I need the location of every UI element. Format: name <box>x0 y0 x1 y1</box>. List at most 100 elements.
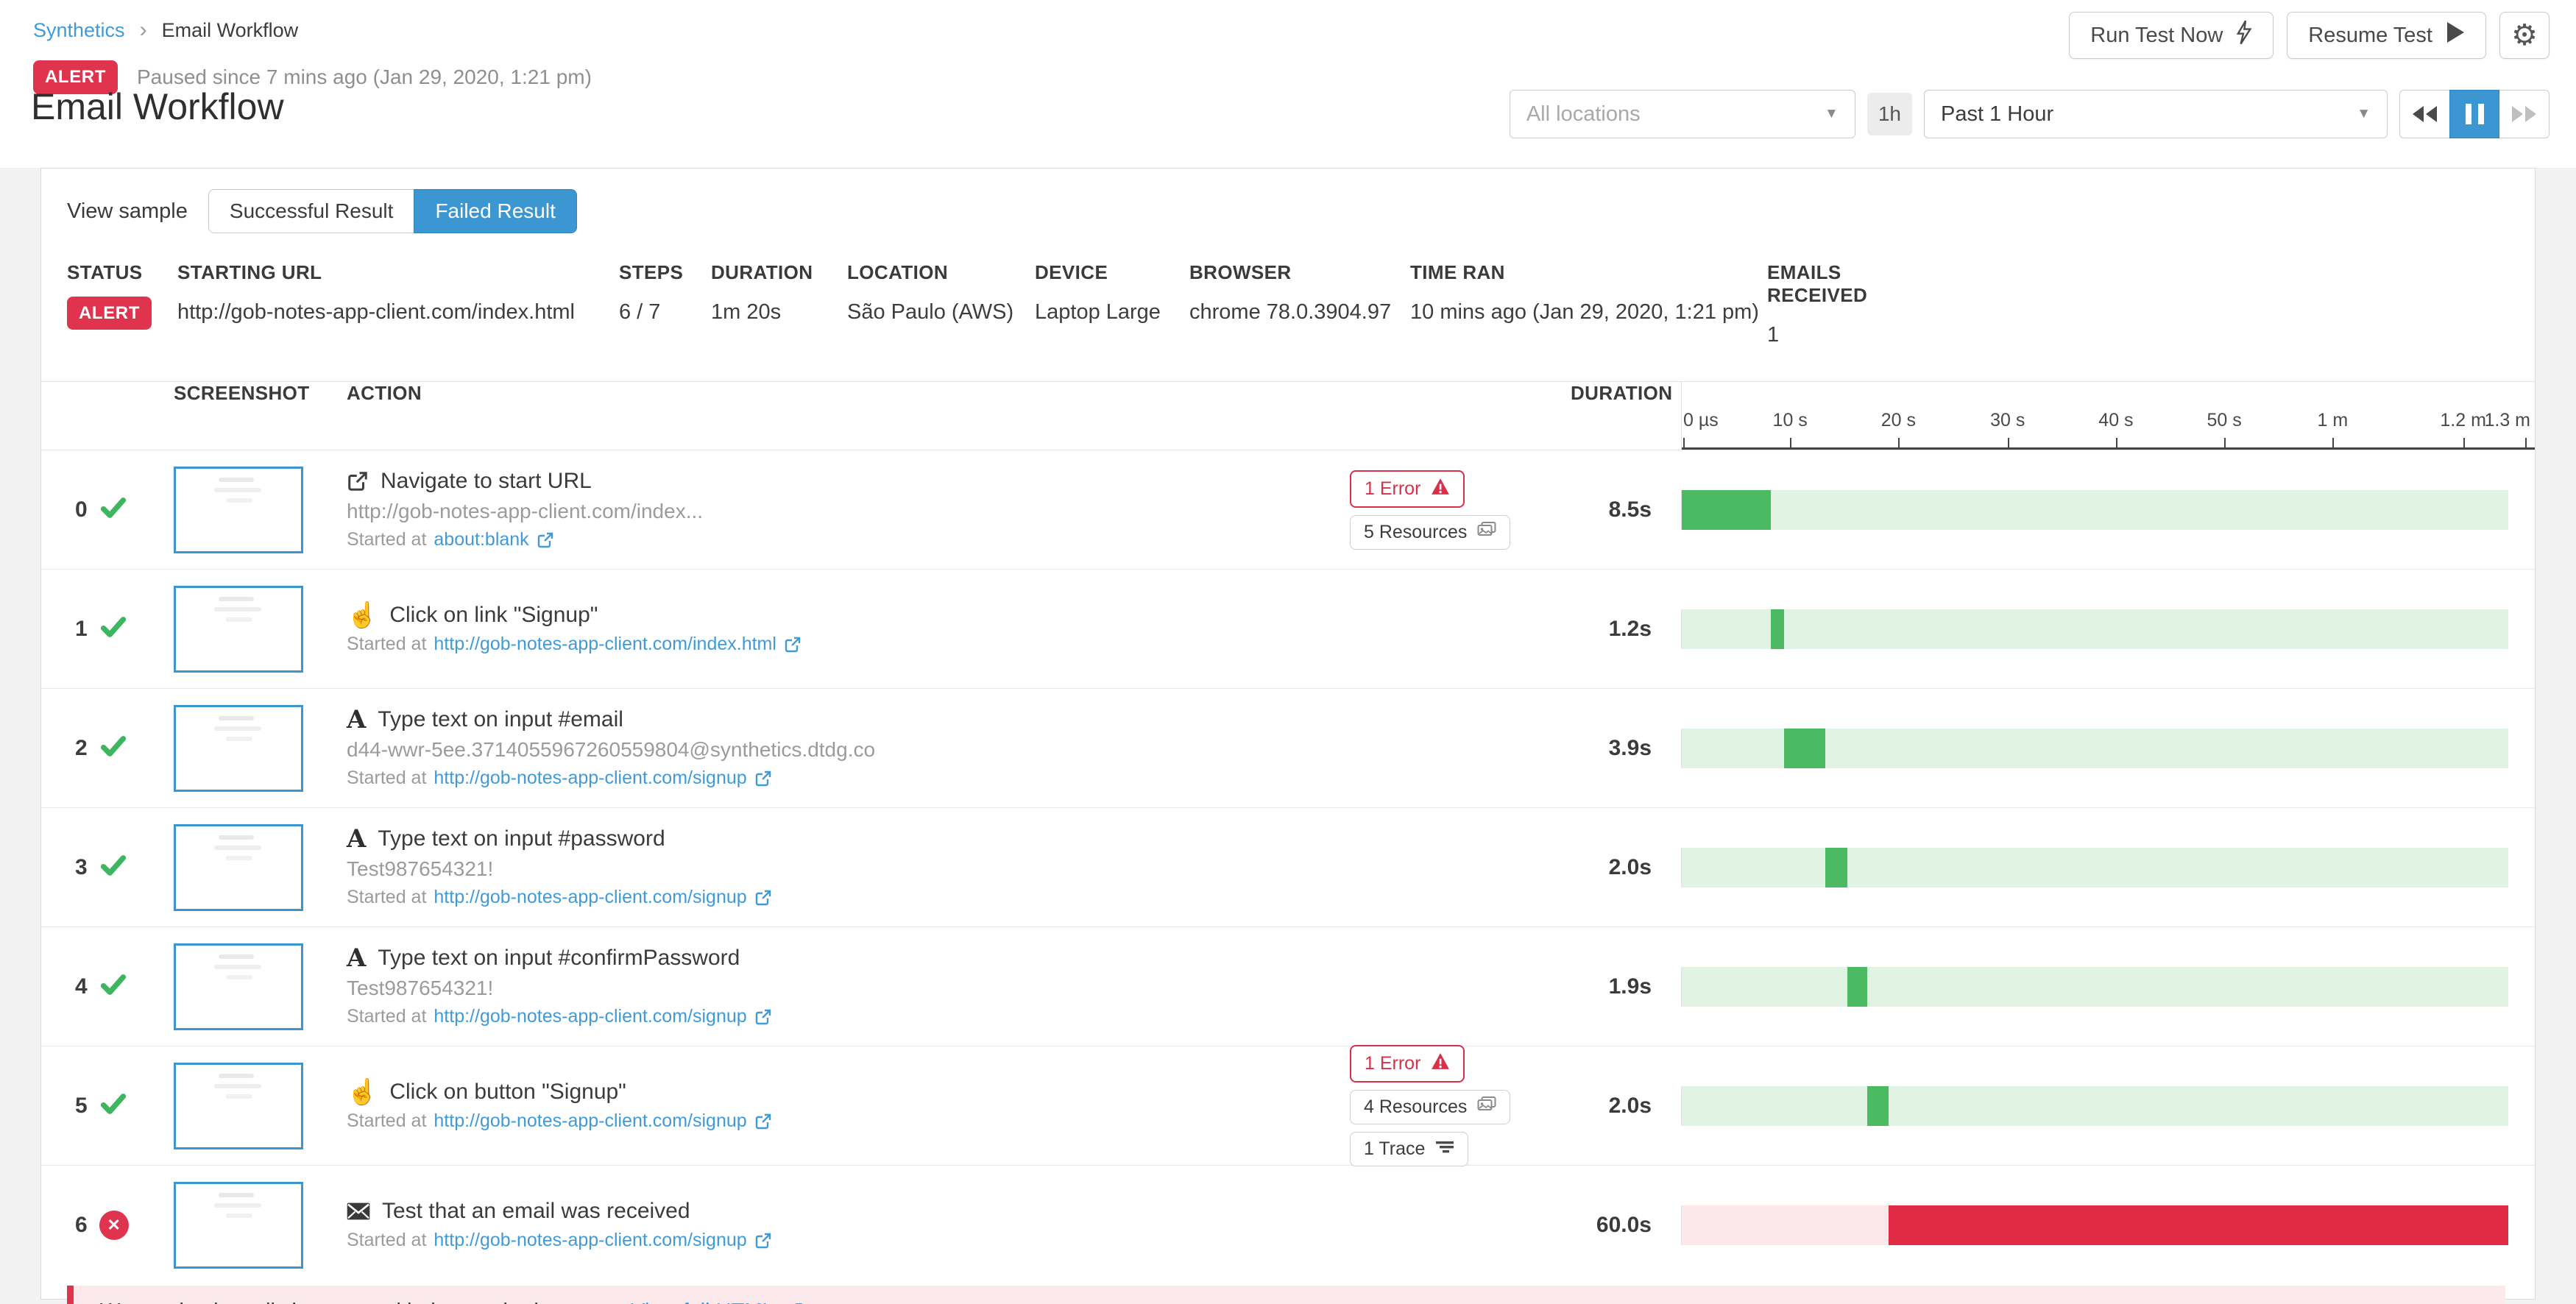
screenshot-cell <box>133 1063 306 1149</box>
axis-tick-label: 50 s <box>2207 410 2241 431</box>
screenshot-thumbnail[interactable] <box>174 467 303 553</box>
axis-tick-mark <box>1898 438 1900 447</box>
screenshot-thumbnail[interactable] <box>174 824 303 911</box>
step-started: Started athttp://gob-notes-app-client.co… <box>347 768 1350 789</box>
page-header: Synthetics › Email Workflow Run Test Now… <box>0 0 2576 168</box>
summary-field-value: http://gob-notes-app-client.com/index.ht… <box>177 300 619 325</box>
external-link-icon <box>784 636 802 653</box>
started-url-link[interactable]: http://gob-notes-app-client.com/signup <box>434 1230 746 1251</box>
run-test-now-button[interactable]: Run Test Now <box>2069 12 2274 59</box>
summary-field: DURATION1m 20s <box>711 261 847 347</box>
step-duration: 2.0s <box>1571 1094 1681 1119</box>
error-badge[interactable]: 1 Error <box>1350 1045 1465 1082</box>
pause-button[interactable] <box>2449 90 2499 138</box>
timeline-segment <box>1867 1086 1889 1126</box>
screenshot-thumbnail[interactable] <box>174 586 303 673</box>
duration-cell: 2.0s <box>1571 1094 1681 1119</box>
range-short-chip: 1h <box>1867 93 1912 135</box>
axis-tick-mark <box>1683 438 1685 447</box>
screenshot-thumbnail[interactable] <box>174 1182 303 1269</box>
duration-cell: 3.9s <box>1571 736 1681 761</box>
screenshot-thumbnail[interactable] <box>174 943 303 1030</box>
started-url-link[interactable]: http://gob-notes-app-client.com/signup <box>434 1110 746 1132</box>
chevron-down-icon: ▼ <box>2357 106 2371 122</box>
breadcrumb: Synthetics › Email Workflow <box>33 18 298 43</box>
step-status-cell: 1 <box>41 613 133 645</box>
summary-field-label: LOCATION <box>847 261 1035 284</box>
step-index: 2 <box>75 736 88 761</box>
rewind-button[interactable] <box>2399 90 2449 138</box>
check-icon <box>99 613 127 645</box>
action-cell: Test that an email was receivedStarted a… <box>306 1199 1350 1251</box>
timeline-cell <box>1681 967 2535 1007</box>
view-full-html-link[interactable]: View full HTML <box>631 1300 774 1304</box>
started-url-link[interactable]: http://gob-notes-app-client.com/signup <box>434 887 746 908</box>
badges-cell: 1 Error 4 Resources 1 Trace <box>1350 1045 1571 1166</box>
step-title: Type text on input #password <box>378 826 665 851</box>
step-row[interactable]: 5☝Click on button "Signup"Started athttp… <box>41 1046 2535 1165</box>
screenshot-cell <box>133 824 306 911</box>
step-started: Started athttp://gob-notes-app-client.co… <box>347 1006 1350 1027</box>
screenshot-cell <box>133 1182 306 1269</box>
step-row[interactable]: 2AType text on input #emaild44-wwr-5ee.3… <box>41 688 2535 807</box>
step-row[interactable]: 0Navigate to start URLhttp://gob-notes-a… <box>41 450 2535 569</box>
started-at-label: Started at <box>347 529 426 550</box>
view-controls: All locations ▼ 1h Past 1 Hour ▼ <box>1510 90 2550 138</box>
summary-field-label: DEVICE <box>1035 261 1189 284</box>
summary-field-label: TIME RAN <box>1410 261 1767 284</box>
resume-test-button[interactable]: Resume Test <box>2287 12 2486 59</box>
step-subtitle: http://gob-notes-app-client.com/index... <box>347 500 1350 523</box>
resources-badge[interactable]: 5 Resources <box>1350 515 1510 550</box>
step-row[interactable]: 4AType text on input #confirmPasswordTes… <box>41 926 2535 1046</box>
tab-failed-result[interactable]: Failed Result <box>414 189 576 233</box>
time-nav-group <box>2399 90 2550 138</box>
timeline-segment <box>1771 609 1784 649</box>
trace-badge[interactable]: 1 Trace <box>1350 1132 1468 1166</box>
action-cell: AType text on input #passwordTest9876543… <box>306 826 1350 908</box>
started-url-link[interactable]: http://gob-notes-app-client.com/signup <box>434 1006 746 1027</box>
started-url-link[interactable]: http://gob-notes-app-client.com/signup <box>434 768 746 789</box>
external-link-icon <box>537 531 554 549</box>
settings-button[interactable]: ⚙ <box>2499 12 2550 59</box>
step-row[interactable]: 6✕Test that an email was receivedStarted… <box>41 1165 2535 1284</box>
breadcrumb-synthetics-link[interactable]: Synthetics <box>33 19 125 42</box>
step-started: Started athttp://gob-notes-app-client.co… <box>347 887 1350 908</box>
step-row[interactable]: 3AType text on input #passwordTest987654… <box>41 807 2535 926</box>
breadcrumb-chevron-icon: › <box>140 18 147 43</box>
rewind-icon <box>2413 106 2424 122</box>
tab-successful-result[interactable]: Successful Result <box>208 189 415 233</box>
step-duration: 3.9s <box>1571 736 1681 761</box>
screenshot-cell <box>133 705 306 792</box>
step-duration: 1.2s <box>1571 617 1681 642</box>
badge-label: 1 Error <box>1365 478 1420 500</box>
started-url-link[interactable]: http://gob-notes-app-client.com/index.ht… <box>434 634 776 655</box>
action-cell: ☝Click on link "Signup"Started athttp://… <box>306 603 1350 655</box>
error-badge[interactable]: 1 Error <box>1350 470 1465 508</box>
timeline-track <box>1682 848 2508 887</box>
timerange-select[interactable]: Past 1 Hour ▼ <box>1924 90 2388 138</box>
summary-field-label: BROWSER <box>1189 261 1410 284</box>
timeline-segment <box>1784 729 1825 768</box>
summary-field-value: 6 / 7 <box>619 300 711 325</box>
screenshot-thumbnail[interactable] <box>174 705 303 792</box>
duration-cell: 1.2s <box>1571 617 1681 642</box>
resources-badge[interactable]: 4 Resources <box>1350 1090 1510 1124</box>
timeline-segment <box>1682 490 1771 530</box>
type-icon: A <box>347 826 366 851</box>
axis-tick-label: 20 s <box>1881 410 1916 431</box>
started-url-link[interactable]: about:blank <box>434 529 528 550</box>
forward-button[interactable] <box>2499 90 2550 138</box>
step-subtitle: Test987654321! <box>347 977 1350 1000</box>
step-title: Type text on input #email <box>378 707 623 732</box>
locations-select[interactable]: All locations ▼ <box>1510 90 1855 138</box>
badges-cell: 1 Error 5 Resources <box>1350 470 1571 550</box>
step-row[interactable]: 1 ☝Click on link "Signup"Started athttp:/… <box>41 569 2535 688</box>
duration-cell: 8.5s <box>1571 497 1681 522</box>
screenshot-thumbnail[interactable] <box>174 1063 303 1149</box>
step-status-cell: 4 <box>41 971 133 1002</box>
summary-field: EMAILS RECEIVED1 <box>1767 261 1914 347</box>
steps-table: SCREENSHOT ACTION DURATION 0 µs10 s20 s3… <box>41 381 2535 1304</box>
timeline-track <box>1682 729 2508 768</box>
step-status-cell: 3 <box>41 851 133 883</box>
fail-icon: ✕ <box>99 1211 129 1240</box>
